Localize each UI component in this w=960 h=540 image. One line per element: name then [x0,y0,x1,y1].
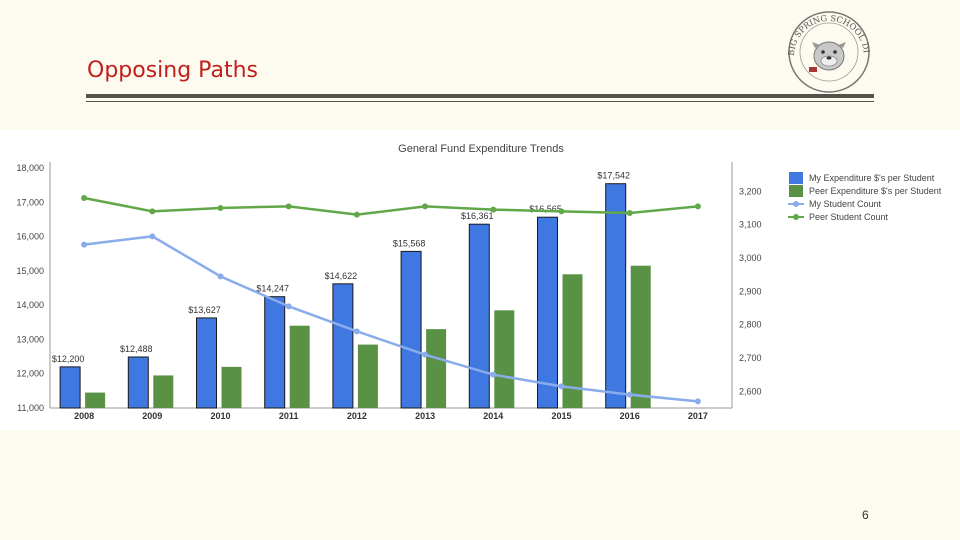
point-peer-student-count [285,203,292,210]
point-my-student-count [558,383,565,390]
point-my-student-count [81,241,88,248]
y-right-tick-label: 2,700 [739,353,762,363]
legend-label: My Student Count [809,199,882,209]
legend-swatch-dot [793,214,799,220]
y-right-tick-label: 3,100 [739,220,762,230]
legend-label: My Expenditure $'s per Student [809,173,935,183]
bar-my-expenditure [264,296,286,409]
bar-my-expenditure [468,223,490,409]
slide-title: Opposing Paths [87,58,258,83]
x-tick-label: 2015 [551,411,571,421]
bar-value-label: $12,488 [120,344,153,354]
x-tick-label: 2012 [347,411,367,421]
x-tick-label: 2011 [279,411,299,421]
legend-swatch [789,172,803,184]
point-peer-student-count [217,205,224,211]
x-tick-label: 2008 [74,411,94,421]
bar-value-label: $13,627 [188,305,221,315]
y-right-tick-label: 2,600 [739,386,762,396]
y-left-tick-label: 16,000 [16,232,44,242]
point-my-student-count [694,398,701,405]
y-left-tick-label: 13,000 [16,334,44,344]
point-peer-student-count [558,208,565,215]
line-my-student-count [83,235,699,403]
legend-label: Peer Student Count [809,212,889,222]
bar-peer-expenditure [630,265,651,408]
bar-my-expenditure [127,356,149,409]
point-peer-student-count [422,203,429,210]
page-number: 6 [862,508,869,522]
x-tick-label: 2014 [483,411,503,421]
line-peer-student-count [83,196,699,216]
chart-title: General Fund Expenditure Trends [398,143,564,155]
title-divider-thin [86,101,874,102]
legend-swatch-dot [793,201,799,207]
bar-peer-expenditure [221,366,242,408]
point-my-student-count [490,371,497,378]
bar-my-expenditure [400,250,422,409]
point-peer-student-count [353,211,360,218]
title-divider [86,94,874,98]
bar-value-label: $17,542 [597,171,630,181]
point-peer-student-count [490,206,497,213]
legend-label: Peer Expenditure $'s per Student [809,186,942,196]
y-left-tick-label: 15,000 [16,266,44,276]
x-tick-label: 2017 [688,411,708,421]
bar-peer-expenditure [289,325,310,408]
point-peer-student-count [626,210,633,216]
point-my-student-count [285,303,292,310]
expenditure-chart: General Fund Expenditure Trends 11,000 12… [16,143,942,421]
point-my-student-count [353,328,360,335]
district-seal-logo: BIG SPRING SCHOOL DISTRICT [784,10,872,93]
legend-swatch [789,185,803,197]
bar-value-label: $12,200 [52,354,85,364]
bar-peer-expenditure [153,375,174,408]
bar-value-label: $14,247 [256,284,289,294]
bulldog-seal-icon [809,41,846,72]
bar-peer-expenditure [426,329,447,408]
point-my-student-count [422,351,429,358]
bar-my-expenditure [537,216,558,409]
bar-peer-expenditure [85,392,106,408]
y-left-tick-label: 11,000 [17,403,44,413]
bar-my-expenditure [332,283,354,409]
y-left-tick-label: 12,000 [16,369,44,379]
y-right-tick-label: 2,900 [739,286,762,296]
bar-value-label: $14,622 [325,271,358,281]
point-peer-student-count [149,208,156,215]
bar-peer-expenditure [562,274,583,408]
x-tick-label: 2016 [620,411,640,421]
y-left-tick-label: 17,000 [16,197,44,207]
x-tick-label: 2010 [210,411,230,421]
point-peer-student-count [81,195,88,201]
bar-value-label: $16,565 [529,204,562,214]
bar-my-expenditure [605,183,627,409]
x-tick-label: 2009 [142,411,162,421]
x-tick-label: 2013 [415,411,435,421]
point-my-student-count [149,233,156,240]
y-right-tick-label: 3,200 [739,186,762,196]
bar-value-label: $15,568 [393,238,426,248]
bar-value-label: $16,361 [461,211,494,221]
point-my-student-count [626,391,633,398]
y-left-tick-label: 18,000 [16,163,44,173]
bar-my-expenditure [196,317,217,409]
point-my-student-count [217,273,224,280]
y-left-tick-label: 14,000 [16,300,44,310]
bar-peer-expenditure [494,310,515,408]
bar-my-expenditure [59,366,81,409]
point-peer-student-count [694,203,701,210]
y-right-tick-label: 2,800 [739,320,762,330]
y-right-tick-label: 3,000 [739,253,762,263]
bar-peer-expenditure [357,344,378,408]
